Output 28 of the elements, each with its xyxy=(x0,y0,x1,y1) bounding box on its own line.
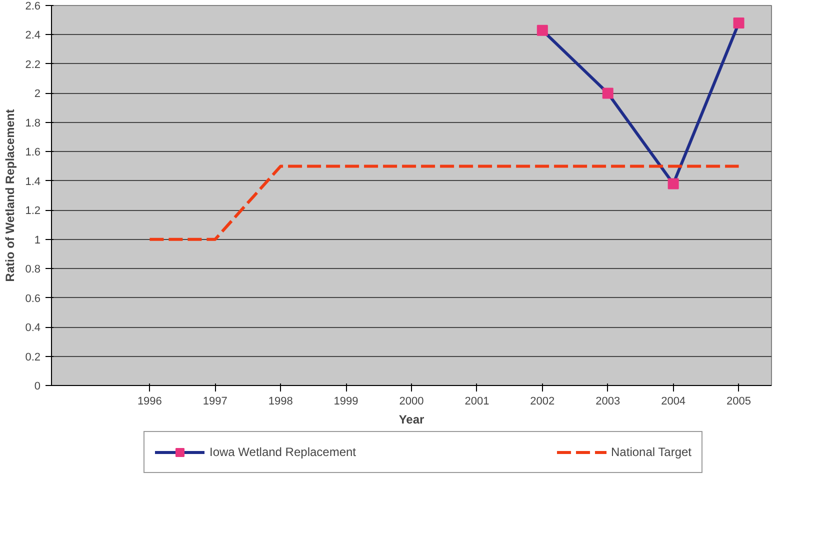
legend-label: National Target xyxy=(611,445,692,459)
x-tick-label: 2004 xyxy=(661,396,686,408)
x-tick-label: 2002 xyxy=(530,396,555,408)
x-tick-label: 2000 xyxy=(399,396,424,408)
x-axis-title: Year xyxy=(398,412,425,426)
y-tick-label: 2 xyxy=(34,88,41,100)
x-tick-label: 1998 xyxy=(268,396,293,408)
y-tick-label: 0.4 xyxy=(25,322,41,334)
y-tick-label: 0.6 xyxy=(25,292,41,305)
y-axis-title: Ratio of Wetland Replacement xyxy=(3,109,18,282)
y-tick-label: 2.6 xyxy=(25,0,41,12)
x-tick-label: 1997 xyxy=(202,396,228,408)
y-tick-label: 1.2 xyxy=(25,205,41,218)
y-tick-label: 0 xyxy=(34,380,41,392)
y-tick-label: 2.2 xyxy=(25,58,41,71)
y-tick-label: 1.4 xyxy=(25,176,41,188)
y-tick-label: 0.8 xyxy=(25,264,41,276)
y-tick-label: 0.2 xyxy=(25,351,41,364)
x-tick-label: 2003 xyxy=(596,396,620,408)
y-tick-label: 1.6 xyxy=(25,146,41,159)
x-tick-label: 2001 xyxy=(464,396,490,408)
y-tick-label: 2.4 xyxy=(25,30,41,42)
y-tick-label: 1 xyxy=(34,234,41,246)
x-tick-label: 2005 xyxy=(726,396,752,408)
x-tick-label: 1999 xyxy=(334,396,358,408)
y-tick-label: 1.8 xyxy=(25,117,41,130)
x-tick-label: 1996 xyxy=(137,396,162,408)
legend-label: Iowa Wetland Replacement xyxy=(209,445,356,459)
